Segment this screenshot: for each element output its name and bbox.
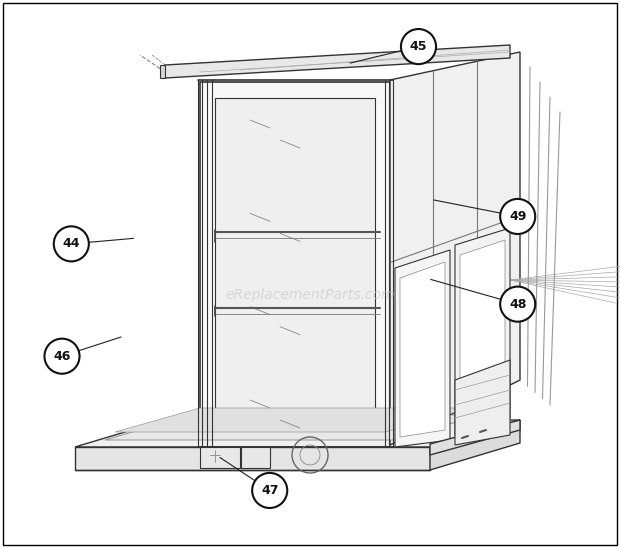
Text: 48: 48 xyxy=(509,298,526,311)
Polygon shape xyxy=(215,98,375,430)
Polygon shape xyxy=(400,262,445,437)
Text: 45: 45 xyxy=(410,40,427,53)
Circle shape xyxy=(500,199,535,234)
Polygon shape xyxy=(455,228,510,435)
Text: eReplacementParts.com: eReplacementParts.com xyxy=(225,288,395,302)
Polygon shape xyxy=(160,65,165,78)
Polygon shape xyxy=(105,415,480,440)
Text: 46: 46 xyxy=(53,350,71,363)
Polygon shape xyxy=(455,360,510,445)
Text: 44: 44 xyxy=(63,237,80,250)
Text: 47: 47 xyxy=(261,484,278,497)
Polygon shape xyxy=(430,420,520,470)
Polygon shape xyxy=(241,447,270,468)
Polygon shape xyxy=(200,447,240,468)
Polygon shape xyxy=(395,250,450,447)
Polygon shape xyxy=(460,240,505,425)
Circle shape xyxy=(54,226,89,261)
Polygon shape xyxy=(75,420,520,447)
Polygon shape xyxy=(115,408,470,432)
Polygon shape xyxy=(75,447,430,470)
Polygon shape xyxy=(430,420,520,455)
Circle shape xyxy=(500,287,535,322)
Polygon shape xyxy=(165,45,510,78)
Circle shape xyxy=(252,473,287,508)
Polygon shape xyxy=(390,52,520,445)
Text: 49: 49 xyxy=(509,210,526,223)
Circle shape xyxy=(45,339,79,374)
Polygon shape xyxy=(200,82,390,445)
Circle shape xyxy=(401,29,436,64)
